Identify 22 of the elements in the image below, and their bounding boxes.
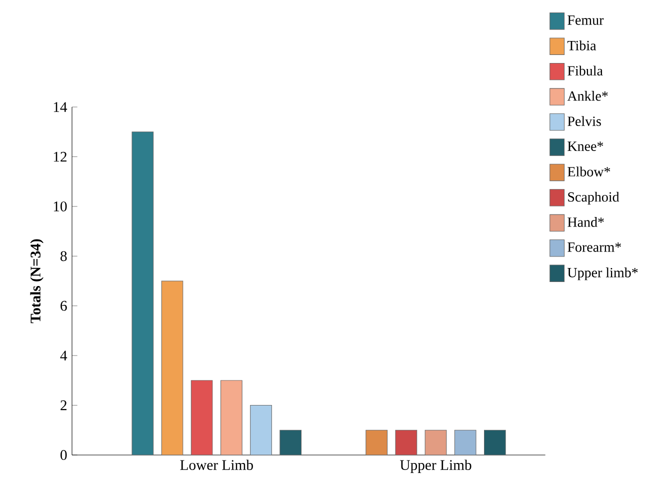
legend-label: Elbow*	[568, 166, 610, 176]
x-tick-label: Upper Limb	[400, 460, 472, 473]
legend-label: Ankle*	[567, 90, 608, 101]
legend-label: Pelvis	[568, 116, 601, 126]
legend-label: Forearm*	[568, 242, 621, 252]
y-tick-label: 10	[54, 201, 67, 212]
y-axis-title: Totals (N=34)	[30, 239, 44, 324]
legend-label: Scaphoid	[568, 192, 620, 205]
y-tick-label: 6	[60, 300, 67, 311]
y-tick-label: 12	[54, 152, 66, 162]
legend-label: Knee*	[568, 142, 604, 151]
y-tick-label: 14	[54, 102, 68, 112]
legend-label: Femur	[568, 16, 604, 25]
legend-label: Tibia	[567, 40, 596, 50]
x-tick-label: Lower Limb	[180, 460, 253, 470]
legend-label: Upper limb*	[568, 268, 638, 280]
y-tick-label: 0	[60, 450, 67, 460]
y-tick-label: 4	[60, 350, 68, 360]
y-tick-label: 2	[60, 400, 66, 410]
legend-label: Hand*	[568, 217, 604, 227]
y-tick-label: 8	[60, 251, 67, 262]
legend-label: Fibula	[568, 66, 603, 76]
